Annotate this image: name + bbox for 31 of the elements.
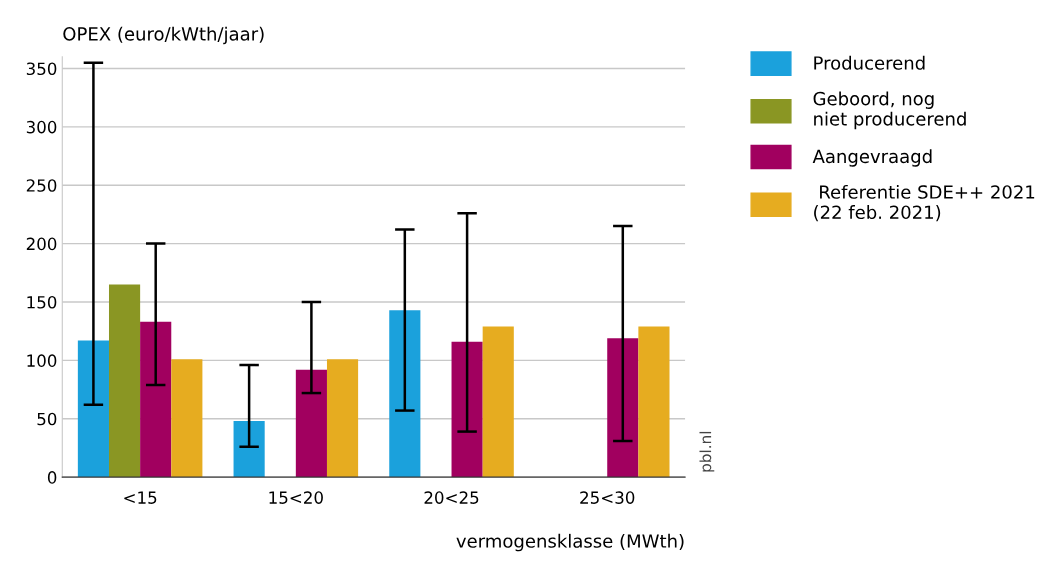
bar bbox=[77, 340, 109, 478]
legend-label: Aangevraagd bbox=[812, 149, 932, 167]
bar bbox=[482, 326, 514, 478]
bar bbox=[326, 359, 359, 478]
bar bbox=[295, 369, 327, 478]
legend-label: Referentie SDE++ 2021 (22 feb. 2021) bbox=[814, 184, 1035, 222]
x-tick-label: <15 bbox=[124, 491, 157, 504]
bar bbox=[108, 284, 141, 478]
bar bbox=[233, 421, 265, 478]
y-tick-label: 200 bbox=[26, 237, 57, 251]
y-tick-label: 50 bbox=[37, 412, 57, 426]
text: pbl.nl bbox=[699, 431, 715, 472]
y-tick-label: 150 bbox=[27, 295, 57, 309]
y-tick-label: 250 bbox=[26, 179, 57, 192]
bar bbox=[140, 321, 172, 478]
y-tick-label: 100 bbox=[27, 354, 57, 367]
bar bbox=[389, 310, 421, 478]
x-tick-label: 15<20 bbox=[269, 491, 323, 504]
legend-label: Geboord, nog niet producerend bbox=[813, 91, 966, 130]
y-tick-label: 350 bbox=[26, 62, 57, 76]
legend-label: Producerend bbox=[814, 55, 925, 70]
y-tick-label: 0 bbox=[47, 471, 57, 484]
x-tick-label: 25<30 bbox=[580, 491, 635, 504]
bar bbox=[171, 359, 203, 478]
bar bbox=[638, 326, 670, 478]
y-axis-title: OPEX (euro/kWth/jaar) bbox=[63, 26, 264, 45]
bar bbox=[451, 341, 483, 478]
y-tick-label: 300 bbox=[26, 120, 57, 134]
x-tick-label: 20<25 bbox=[424, 491, 479, 504]
bar bbox=[607, 338, 639, 478]
x-axis-title: vermogensklasse (MWth) bbox=[456, 533, 684, 552]
